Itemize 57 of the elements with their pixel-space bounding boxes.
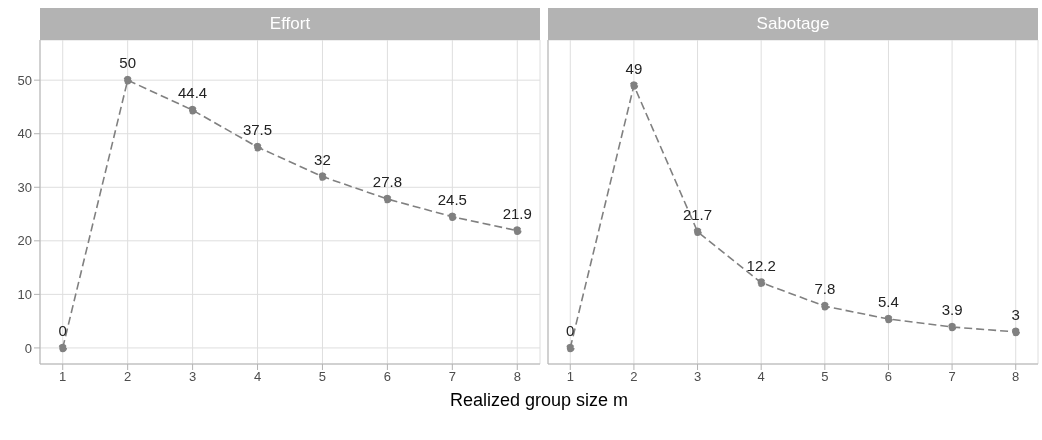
point [188,105,197,115]
point [253,142,262,152]
y-tick-label: 20 [17,233,32,249]
data-label: 21.7 [682,205,713,223]
x-tick-label: 4 [757,369,765,385]
data-label: 50 [119,54,137,72]
data-label: 21.9 [502,204,532,222]
point [820,301,830,311]
x-tick-label: 8 [1012,369,1020,385]
data-label: 27.8 [372,173,402,191]
chart-title: Effort [40,8,540,40]
data-label: 49 [625,59,643,77]
data-label: 3.9 [941,301,963,319]
point [629,81,639,90]
point [383,194,392,204]
data-label: 24.5 [437,190,467,208]
point [693,227,702,237]
data-label: 0 [58,321,67,339]
x-tick-label: 3 [188,369,197,385]
x-tick-label: 1 [59,369,67,385]
data-label: 32 [314,150,331,168]
point [884,314,893,324]
x-tick-label: 7 [448,369,456,385]
point [565,343,575,353]
x-tick-label: 4 [253,369,262,385]
x-tick-label: 6 [884,369,893,385]
x-tick-label: 2 [124,369,132,385]
x-tick-label: 2 [630,369,638,385]
y-tick-label: 10 [17,287,32,302]
x-tick-label: 8 [513,369,521,385]
data-label: 0 [566,321,575,339]
point [318,172,327,181]
chart-title: Sabotage [548,8,1038,40]
point [756,278,766,287]
data-label: 3 [1011,305,1020,323]
point [1011,327,1021,337]
data-label: 37.5 [242,121,273,139]
y-tick-label: 50 [17,72,32,88]
point [448,212,457,222]
x-tick-label: 6 [383,369,392,385]
data-label: 7.8 [814,280,836,298]
data-label: 12.2 [746,256,776,274]
x-tick-label: 7 [948,369,956,385]
data-label: 5.4 [878,293,899,311]
x-tick-label: 5 [318,369,327,385]
x-tick-label: 5 [821,369,829,385]
y-tick-label: 30 [17,179,32,195]
y-tick-label: 0 [24,340,32,356]
y-tick-label: 40 [17,126,32,142]
x-axis-title: Realized group size m [448,390,630,411]
point [58,343,68,353]
x-tick-label: 3 [693,369,702,385]
data-label: 44.4 [178,84,208,102]
point [512,226,522,235]
point [947,322,957,332]
point [123,75,132,85]
x-tick-label: 1 [566,369,574,385]
